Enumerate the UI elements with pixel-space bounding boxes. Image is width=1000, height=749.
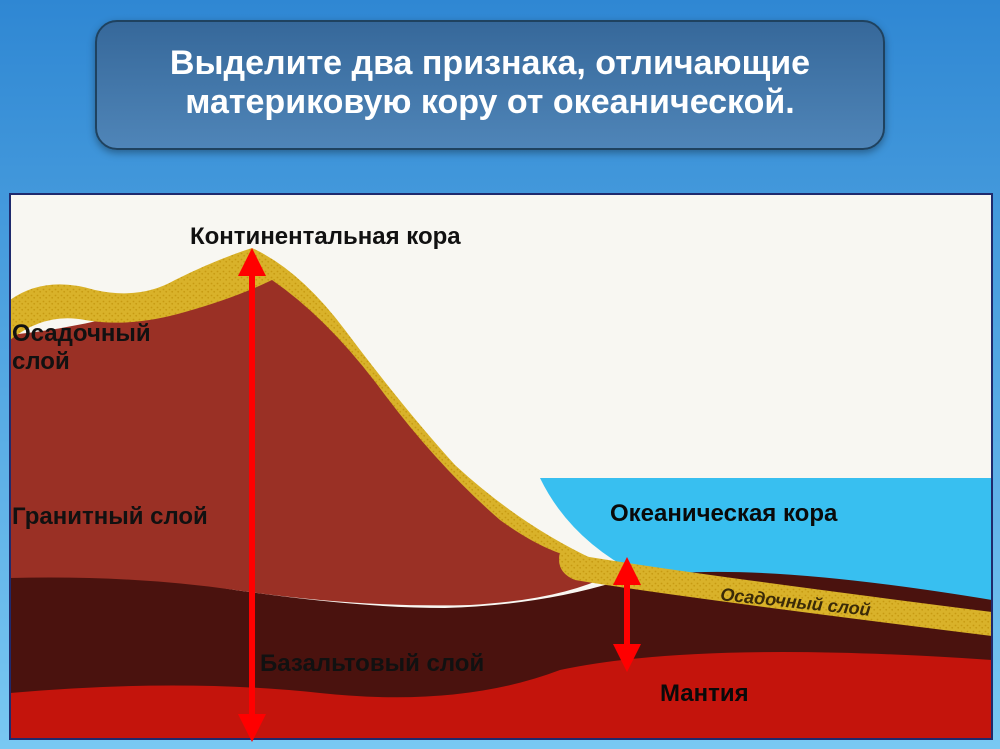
title-panel: Выделите два признака, отличающие матери… [95,20,885,150]
title-line-2: материковую кору от океанической. [125,83,855,122]
label-mantle: Мантия [660,680,749,708]
label-basalt-layer: Базальтовый слой [260,650,484,678]
label-continental-crust: Континентальная кора [190,223,461,251]
label-oceanic-crust: Океаническая кора [610,500,837,528]
label-granite-layer: Гранитный слой [12,503,208,531]
label-sediment-left: Осадочный слой [12,320,151,375]
title-line-1: Выделите два признака, отличающие [125,44,855,83]
